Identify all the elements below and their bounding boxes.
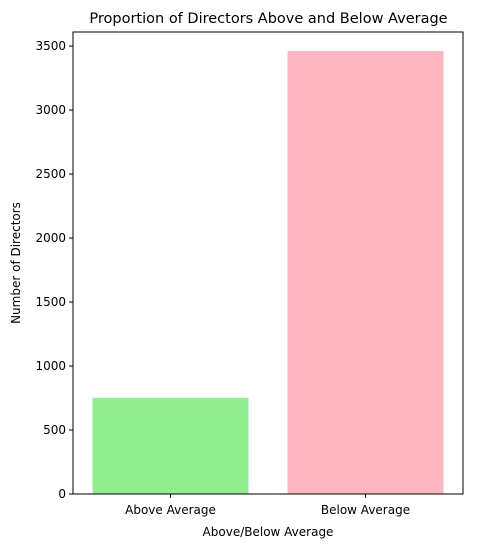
x-tick-label: Above Average bbox=[125, 503, 216, 517]
y-tick-label: 3500 bbox=[35, 39, 66, 53]
y-tick-label: 500 bbox=[43, 423, 66, 437]
x-axis-label: Above/Below Average bbox=[203, 525, 334, 539]
bar-above-average bbox=[92, 397, 249, 494]
plot-frame bbox=[72, 31, 464, 495]
bars-group bbox=[92, 50, 444, 494]
y-tick-label: 1000 bbox=[35, 359, 66, 373]
y-tick-label: 2500 bbox=[35, 167, 66, 181]
y-tick-label: 3000 bbox=[35, 103, 66, 117]
bar-below-average bbox=[287, 50, 444, 494]
y-tick-label: 0 bbox=[58, 487, 66, 501]
x-tick-label: Below Average bbox=[321, 503, 410, 517]
chart-title: Proportion of Directors Above and Below … bbox=[89, 11, 447, 27]
y-axis-label: Number of Directors bbox=[9, 202, 23, 324]
x-axis: Above Average Below Average bbox=[125, 494, 410, 517]
y-tick-label: 2000 bbox=[35, 231, 66, 245]
y-axis: 0 500 1000 1500 2000 2500 3000 3500 bbox=[35, 39, 73, 501]
y-tick-label: 1500 bbox=[35, 295, 66, 309]
